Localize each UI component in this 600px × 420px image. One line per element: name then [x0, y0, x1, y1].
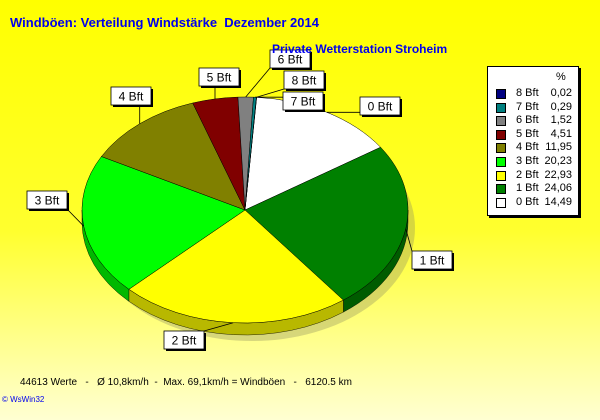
- slice-label: 0 Bft: [368, 100, 393, 114]
- legend-entry: 8 Bft 0,02: [488, 87, 578, 100]
- legend-swatch: [496, 170, 506, 181]
- slice-label-leader: [405, 228, 413, 252]
- slice-label: 7 Bft: [291, 95, 316, 109]
- legend-entry: 2 Bft 22,93: [488, 169, 578, 182]
- legend-swatch: [496, 157, 506, 167]
- slice-label-box: [269, 49, 311, 69]
- legend-swatch: [496, 184, 506, 195]
- legend-value: 0,02: [550, 87, 572, 99]
- slice-label: 8 Bft: [292, 74, 317, 88]
- legend-value: 20,23: [544, 155, 572, 167]
- slice-label: 2 Bft: [172, 334, 197, 348]
- legend-label: 0 Bft: [516, 195, 539, 208]
- slice-label: 3 Bft: [35, 194, 60, 208]
- legend-swatch: [496, 143, 506, 154]
- slice-label-box: [283, 70, 325, 90]
- legend-label: 8 Bft: [516, 87, 539, 99]
- legend-swatch: [496, 197, 506, 208]
- software-credit: © WsWin32: [2, 395, 45, 404]
- legend-value: 24,06: [544, 182, 572, 195]
- legend-value: 11,95: [545, 141, 572, 154]
- legend-label: 4 Bft: [516, 141, 539, 154]
- legend-header: %: [556, 71, 566, 83]
- slice-label: 1 Bft: [420, 254, 445, 268]
- slice-label-leader: [203, 322, 234, 332]
- slice-label-leader: [245, 67, 271, 98]
- slice-label-box: [163, 330, 205, 350]
- footer-stats: 44613 Werte - Ø 10,8km/h - Max. 69,1km/h…: [20, 377, 352, 388]
- slice-label-box: [110, 86, 152, 106]
- slice-label: 6 Bft: [278, 53, 303, 67]
- legend-entry: 4 Bft 11,95: [488, 141, 578, 154]
- legend-entry: 7 Bft 0,29: [488, 101, 578, 114]
- legend-swatch: [496, 116, 506, 127]
- slice-label-box: [359, 96, 401, 116]
- legend-entry: 6 Bft 1,52: [488, 114, 578, 127]
- slice-label-box: [26, 190, 68, 210]
- slice-label-box: [282, 91, 324, 111]
- chart-subtitle: Private Wetterstation Stroheim: [272, 42, 448, 56]
- legend-label: 2 Bft: [516, 168, 539, 181]
- pie-slice-2-bft: [128, 209, 344, 324]
- legend-value: 22,93: [544, 168, 572, 181]
- slice-label-leader: [256, 88, 285, 98]
- legend-swatch: [496, 89, 506, 99]
- legend-value: 0,29: [550, 100, 572, 113]
- legend-value: 4,51: [550, 127, 572, 140]
- legend-value: 14,49: [544, 195, 572, 208]
- legend-entry: 5 Bft 4,51: [488, 128, 578, 141]
- legend-entry: 1 Bft 24,06: [488, 182, 578, 195]
- legend: % 8 Bft 0,02 7 Bft 0,29 6 Bft 1,52 5 Bft 4,51 4 …: [487, 66, 579, 216]
- legend-entry: 3 Bft 20,23: [488, 155, 578, 168]
- slice-label: 5 Bft: [207, 71, 232, 85]
- slice-label-box: [411, 250, 453, 270]
- legend-swatch: [496, 102, 506, 113]
- legend-value: 1,52: [550, 114, 572, 127]
- slice-label-box: [198, 67, 240, 87]
- slice-label-leader: [66, 208, 84, 227]
- legend-label: 6 Bft: [516, 114, 539, 127]
- legend-label: 5 Bft: [516, 127, 539, 140]
- legend-entry: 0 Bft 14,49: [488, 196, 578, 209]
- chart-title: Windböen: Verteilung Windstärke Dezember…: [10, 15, 319, 30]
- legend-label: 1 Bft: [516, 182, 539, 195]
- legend-swatch: [496, 129, 506, 140]
- legend-label: 3 Bft: [516, 155, 539, 167]
- slice-label: 4 Bft: [119, 90, 144, 104]
- legend-label: 7 Bft: [516, 100, 539, 113]
